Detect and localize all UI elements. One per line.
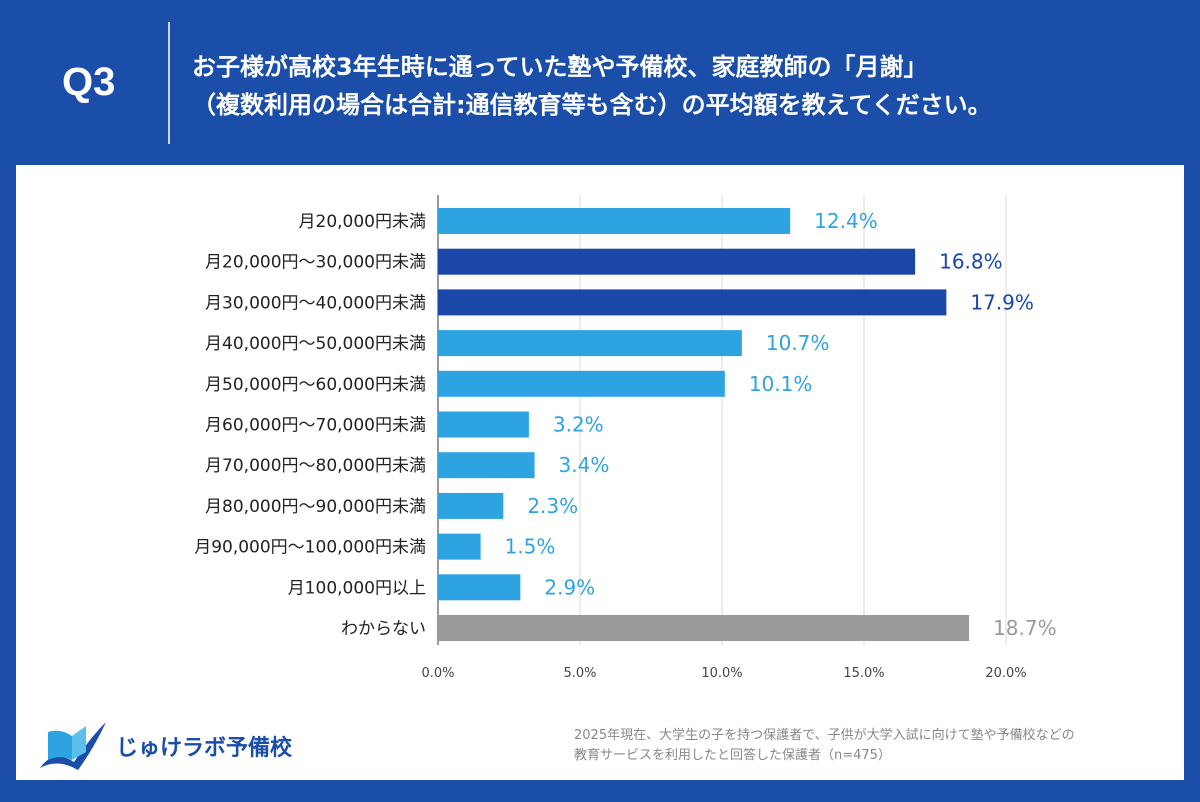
x-tick-label: 15.0% bbox=[843, 666, 884, 681]
bar-chart: 0.0% 5.0% 10.0% 15.0% 20.0% 月20,000円未満 12.4% 月2… bbox=[194, 195, 1057, 681]
category-label: 月20,000円未満 bbox=[299, 212, 426, 232]
bar bbox=[438, 411, 529, 438]
logo: じゅけラボ予備校 bbox=[34, 718, 292, 774]
title-line-1: お子様が高校3年生時に通っていた塾や予備校、家庭教師の「月謝」 bbox=[192, 53, 928, 81]
logo-text: じゅけラボ予備校 bbox=[116, 736, 293, 761]
category-label: 月90,000円～100,000円未満 bbox=[194, 538, 426, 558]
category-label: 月100,000円以上 bbox=[288, 578, 426, 598]
bar bbox=[438, 452, 535, 479]
data-label: 3.2% bbox=[553, 413, 604, 437]
data-label: 10.1% bbox=[749, 372, 813, 396]
chart-panel: 0.0% 5.0% 10.0% 15.0% 20.0% 月20,000円未満 12.4% 月2… bbox=[16, 165, 1184, 780]
category-label: 月80,000円～90,000円未満 bbox=[205, 497, 426, 517]
x-tick-label: 20.0% bbox=[985, 666, 1026, 681]
category-label: 月40,000円～50,000円未満 bbox=[205, 334, 426, 354]
data-label: 17.9% bbox=[970, 290, 1034, 314]
bar bbox=[438, 574, 521, 601]
category-label: 月20,000円～30,000円未満 bbox=[205, 253, 426, 273]
note-line-1: 2025年現在、大学生の子を持つ保護者で、子供が大学入試に向けて塾や予備校などの bbox=[574, 728, 1075, 743]
category-label: わからない bbox=[341, 619, 426, 639]
data-label: 1.5% bbox=[505, 535, 556, 559]
data-label: 18.7% bbox=[993, 616, 1057, 640]
x-tick-label: 0.0% bbox=[421, 666, 454, 681]
data-label: 2.9% bbox=[544, 575, 595, 599]
data-label: 10.7% bbox=[766, 331, 830, 355]
data-label: 12.4% bbox=[814, 209, 878, 233]
x-tick-label: 5.0% bbox=[563, 666, 596, 681]
bar bbox=[438, 248, 916, 275]
data-label: 3.4% bbox=[559, 453, 610, 477]
bar bbox=[438, 533, 481, 560]
bar bbox=[438, 492, 504, 519]
category-label: 月30,000円～40,000円未満 bbox=[205, 293, 426, 313]
book-logo-icon bbox=[40, 722, 106, 770]
data-label: 2.3% bbox=[527, 494, 578, 518]
question-number: Q3 bbox=[62, 60, 116, 104]
data-label: 16.8% bbox=[939, 250, 1003, 274]
bar bbox=[438, 615, 970, 641]
bar bbox=[438, 370, 725, 397]
category-label: 月50,000円～60,000円未満 bbox=[205, 375, 426, 395]
bar bbox=[438, 289, 947, 316]
bar bbox=[438, 330, 742, 357]
survey-note: 2025年現在、大学生の子を持つ保護者で、子供が大学入試に向けて塾や予備校などの… bbox=[574, 726, 1174, 766]
category-label: 月60,000円～70,000円未満 bbox=[205, 416, 426, 436]
category-label: 月70,000円～80,000円未満 bbox=[205, 456, 426, 476]
bar bbox=[438, 208, 791, 234]
x-tick-label: 10.0% bbox=[701, 666, 742, 681]
title-line-2: （複数利用の場合は合計:通信教育等も含む）の平均額を教えてください。 bbox=[192, 91, 992, 119]
divider bbox=[168, 22, 170, 144]
question-title: お子様が高校3年生時に通っていた塾や予備校、家庭教師の「月謝」 （複数利用の場合… bbox=[192, 48, 992, 124]
note-line-2: 教育サービスを利用したと回答した保護者（n=475） bbox=[574, 748, 891, 763]
